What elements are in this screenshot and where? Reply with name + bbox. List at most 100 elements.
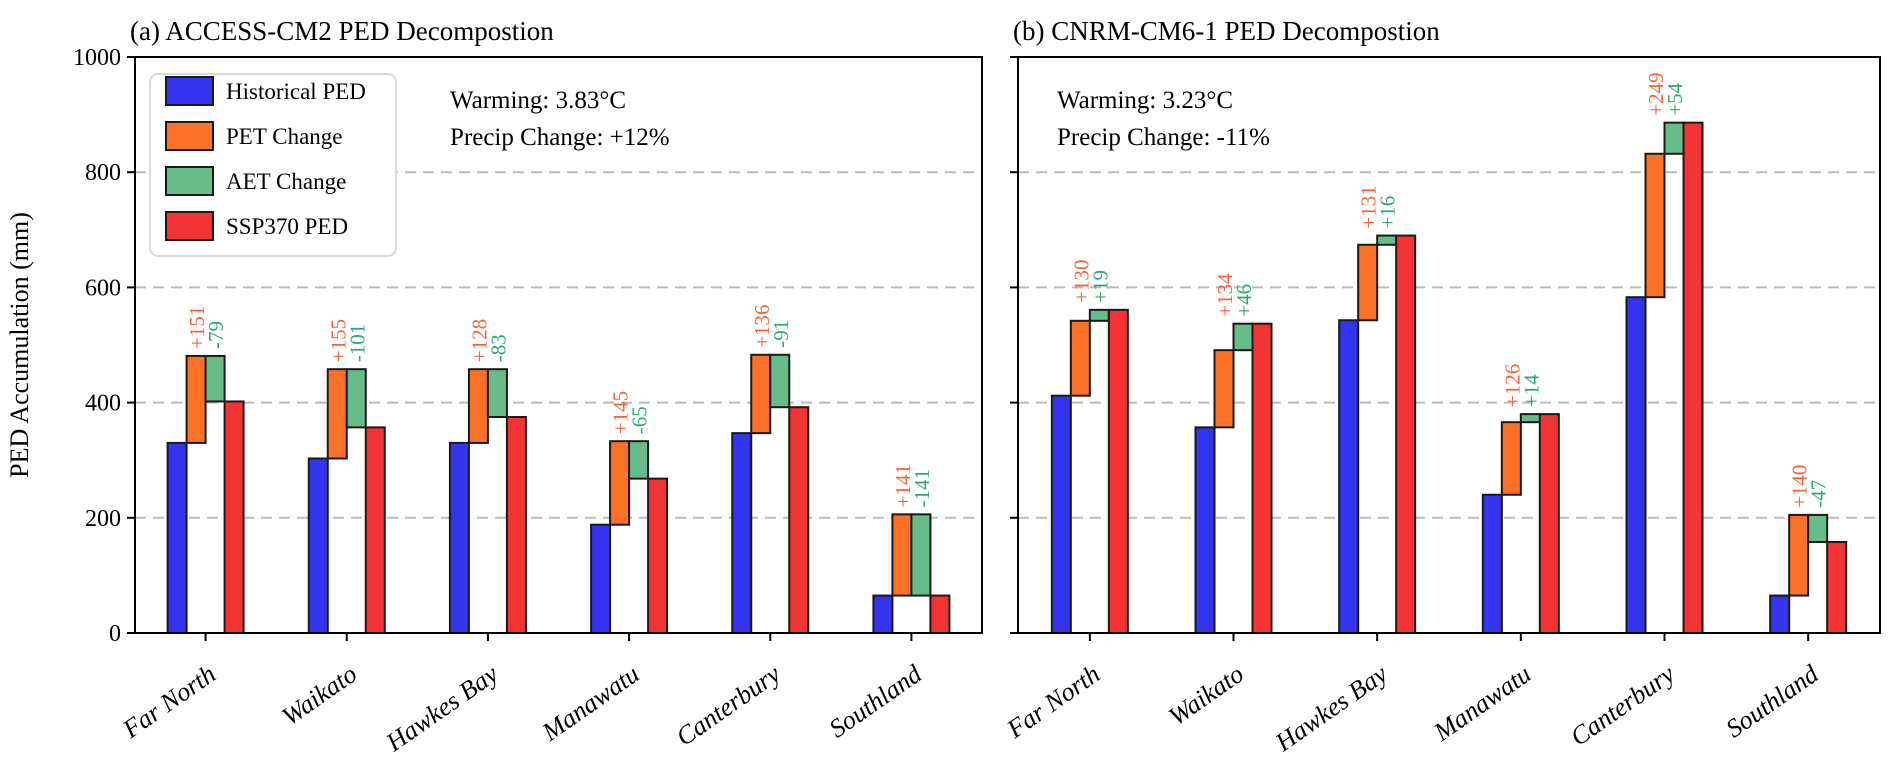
x-tick-label: Waikato — [277, 659, 363, 731]
pet-change-value-label: +126 — [1500, 364, 1524, 407]
legend: Historical PED PET Change AET Change SSP370… — [149, 73, 397, 257]
bar-pet-change — [185, 354, 207, 444]
bar-historical-ped — [1194, 426, 1216, 635]
bar-ssp370-ped — [1395, 234, 1417, 634]
pet-change-value-label: +136 — [750, 304, 774, 347]
x-tick-label: Southland — [1721, 659, 1825, 744]
aet-change-value-label: -79 — [204, 321, 228, 349]
bar-historical-ped — [590, 523, 612, 634]
y-tick-label: 600 — [85, 275, 121, 301]
x-tick-label: Far North — [117, 659, 221, 744]
aet-change-value-label: +19 — [1088, 270, 1112, 303]
x-tick-label: Far North — [1001, 659, 1105, 744]
pet-change-value-label: +128 — [467, 319, 491, 362]
pet-change-value-label: +140 — [1788, 465, 1812, 508]
x-tick-label: Hawkes Bay — [380, 659, 504, 758]
bar-group-waikato: +155-101 — [307, 319, 386, 635]
pet-change-value-label: +145 — [609, 391, 633, 434]
legend-label: SSP370 PED — [226, 214, 348, 239]
bar-historical-ped — [1769, 594, 1791, 634]
bar-historical-ped — [1625, 296, 1647, 634]
y-tick-label: 800 — [85, 160, 121, 186]
bar-aet-change — [1232, 322, 1254, 352]
bar-group-far-north: +130+19 — [1050, 260, 1129, 634]
pet-change-value-label: +151 — [185, 306, 209, 349]
bar-aet-change — [1088, 308, 1110, 322]
bar-group-manawatu: +145-65 — [590, 391, 669, 634]
pet-change-value-label: +155 — [326, 319, 350, 362]
bar-ssp370-ped — [1682, 121, 1704, 634]
bar-ssp370-ped — [505, 416, 527, 634]
bar-pet-change — [467, 368, 489, 444]
x-tick-label: Canterbury — [671, 659, 786, 752]
bar-aet-change — [1663, 121, 1685, 155]
y-tick-label: 400 — [85, 391, 121, 417]
panel-a: +151-79 Far North +155-101 Waikato +128-83 Ha… — [73, 16, 983, 758]
legend-swatch-pet — [165, 121, 214, 151]
bar-historical-ped — [307, 457, 329, 634]
bar-pet-change — [1213, 349, 1235, 429]
legend-swatch-ssp370 — [165, 211, 214, 241]
aet-change-value-label: +54 — [1663, 82, 1687, 115]
y-tick-label: 1000 — [73, 45, 121, 71]
climate-annotation-line: Warming: 3.83°C — [450, 87, 626, 114]
y-tick-label: 200 — [85, 506, 121, 532]
panel-title: (b) CNRM-CM6-1 PED Decompostion — [1013, 16, 1440, 46]
bar-group-southland: +141-141 — [872, 464, 951, 634]
bar-aet-change — [628, 440, 650, 480]
aet-change-value-label: +16 — [1376, 196, 1400, 229]
bar-ssp370-ped — [1107, 308, 1129, 634]
bar-ssp370-ped — [364, 426, 386, 635]
bar-pet-change — [326, 368, 348, 460]
bar-pet-change — [1357, 243, 1379, 322]
bar-ssp370-ped — [647, 477, 669, 634]
bar-ssp370-ped — [929, 594, 951, 634]
bar-group-manawatu: +126+14 — [1481, 364, 1560, 635]
legend-box — [149, 73, 397, 257]
bar-group-hawkes-bay: +131+16 — [1338, 185, 1417, 634]
bar-pet-change — [1788, 513, 1810, 597]
bar-pet-change — [1644, 152, 1666, 299]
x-tick-label: Waikato — [1163, 659, 1249, 731]
legend-label: AET Change — [226, 169, 346, 194]
plot-frame — [134, 56, 983, 634]
pet-change-value-label: +249 — [1644, 72, 1668, 115]
climate-annotation-line: Precip Change: -11% — [1057, 124, 1270, 151]
bar-aet-change — [204, 354, 226, 403]
bar-aet-change — [486, 368, 508, 418]
legend-label: Historical PED — [226, 79, 366, 104]
bar-ssp370-ped — [1826, 540, 1848, 635]
bar-historical-ped — [1338, 319, 1360, 634]
bar-group-canterbury: +249+54 — [1625, 72, 1704, 634]
bar-aet-change — [345, 368, 367, 429]
x-tick-label: Canterbury — [1565, 659, 1680, 752]
x-tick-label: Southland — [824, 659, 928, 744]
aet-change-value-label: -101 — [345, 324, 369, 363]
aet-change-value-label: +14 — [1519, 374, 1543, 407]
climate-annotation-line: Warming: 3.23°C — [1057, 87, 1233, 114]
legend-swatch-historical — [165, 76, 214, 106]
bar-pet-change — [750, 353, 772, 435]
y-tick-label: 0 — [109, 621, 121, 647]
bar-aet-change — [769, 353, 791, 409]
x-tick-label: Manawatu — [1428, 659, 1537, 747]
bar-historical-ped — [1050, 394, 1072, 634]
y-axis-label: PED Accumulation (mm) — [5, 212, 34, 478]
bar-aet-change — [1376, 234, 1398, 246]
legend-label: PET Change — [226, 124, 342, 149]
bar-group-hawkes-bay: +128-83 — [448, 319, 527, 635]
bar-group-canterbury: +136-91 — [731, 304, 810, 635]
bar-aet-change — [1519, 413, 1541, 424]
bar-pet-change — [891, 513, 913, 597]
panel-b: +130+19 Far North +134+46 Waikato +131+16 Haw… — [1001, 16, 1881, 758]
bar-pet-change — [609, 440, 631, 526]
aet-change-value-label: -47 — [1807, 480, 1831, 508]
bar-pet-change — [1500, 421, 1522, 496]
bar-group-southland: +140-47 — [1769, 465, 1848, 635]
bar-aet-change — [910, 513, 932, 597]
aet-change-value-label: -83 — [486, 334, 510, 362]
aet-change-value-label: -91 — [769, 320, 793, 348]
aet-change-value-label: -141 — [910, 469, 934, 508]
